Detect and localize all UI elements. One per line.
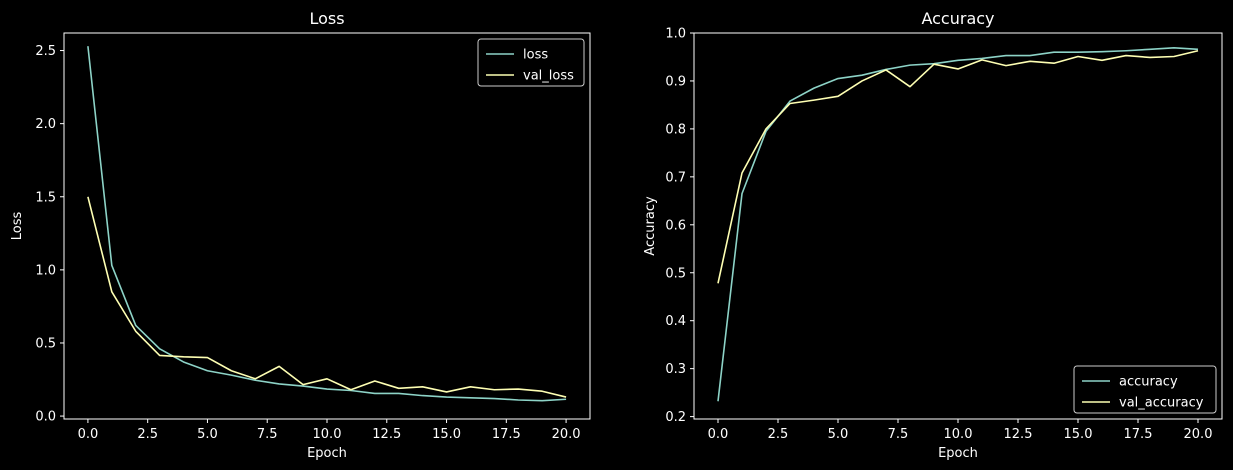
y-tick-label: 0.5 [35,336,56,351]
series-line-val-loss [87,196,567,398]
x-axis-label: Epoch [938,446,978,461]
x-tick-label: 0.0 [708,427,729,442]
y-tick-label: 1.0 [665,27,686,42]
y-tick-label: 0.9 [665,74,686,89]
y-tick-label: 0.8 [665,122,686,137]
x-tick-label: 5.0 [197,427,218,442]
x-tick-label: 10.0 [313,427,342,442]
chart-1: Accuracy 0.0 2.5 5.0 7.5 10.0 12.5 15.0 17.5 20.0… [643,9,1223,461]
y-axis-label: Loss [10,212,25,241]
x-tick-label: 20.0 [1184,427,1213,442]
x-axis-label: Epoch [307,446,347,461]
legend-label: val_loss [523,69,574,84]
x-tick-label: 17.5 [492,427,521,442]
y-tick-label: 0.6 [665,218,686,233]
legend: accuracy val_accuracy [1073,365,1217,414]
chart-title: Accuracy [921,9,994,28]
series-line-accuracy [717,47,1199,402]
legend-label: loss [523,48,548,63]
x-tick-label: 12.5 [1004,427,1033,442]
x-tick-label: 10.0 [944,427,973,442]
chart-0: Loss 0.0 2.5 5.0 7.5 10.0 12.5 15.0 17.5 20.0 0.0 0… [10,9,591,461]
x-tick-label: 2.5 [768,427,789,442]
x-tick-label: 0.0 [78,427,99,442]
x-tick-label: 15.0 [432,427,461,442]
y-tick-label: 0.2 [665,410,686,425]
legend-label: val_accuracy [1119,396,1204,411]
series-line-loss [87,46,567,402]
y-tick-label: 2.5 [35,44,56,59]
x-tick-label: 5.0 [828,427,849,442]
chart-title: Loss [309,9,344,28]
y-tick-label: 0.3 [665,362,686,377]
y-tick-label: 0.0 [35,410,56,425]
y-tick-label: 1.0 [35,263,56,278]
legend-label: accuracy [1119,375,1178,390]
y-axis-label: Accuracy [643,196,658,256]
x-tick-label: 17.5 [1124,427,1153,442]
x-tick-label: 7.5 [257,427,278,442]
x-tick-label: 20.0 [552,427,581,442]
y-tick-label: 0.5 [665,266,686,281]
y-tick-label: 0.7 [665,170,686,185]
y-tick-label: 1.5 [35,190,56,205]
x-tick-label: 15.0 [1064,427,1093,442]
x-tick-label: 7.5 [888,427,909,442]
y-tick-label: 2.0 [35,117,56,132]
axes-frame [63,32,591,420]
series-line-val-accuracy [717,49,1199,284]
axes-frame [693,32,1223,420]
x-tick-label: 12.5 [372,427,401,442]
y-tick-label: 0.4 [665,314,686,329]
x-tick-label: 2.5 [137,427,158,442]
legend: loss val_loss [477,38,585,87]
